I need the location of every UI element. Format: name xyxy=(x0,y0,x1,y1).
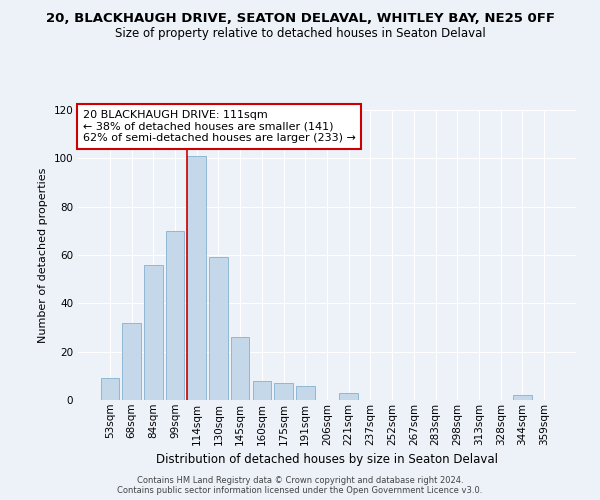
Bar xyxy=(274,383,293,400)
Bar xyxy=(513,395,532,400)
Y-axis label: Number of detached properties: Number of detached properties xyxy=(38,168,48,342)
Bar xyxy=(340,393,358,400)
Bar xyxy=(101,378,119,400)
Text: 20 BLACKHAUGH DRIVE: 111sqm
← 38% of detached houses are smaller (141)
62% of se: 20 BLACKHAUGH DRIVE: 111sqm ← 38% of det… xyxy=(83,110,356,143)
X-axis label: Distribution of detached houses by size in Seaton Delaval: Distribution of detached houses by size … xyxy=(156,453,498,466)
Bar xyxy=(209,258,227,400)
Text: Size of property relative to detached houses in Seaton Delaval: Size of property relative to detached ho… xyxy=(115,28,485,40)
Bar xyxy=(253,380,271,400)
Bar xyxy=(122,322,141,400)
Text: 20, BLACKHAUGH DRIVE, SEATON DELAVAL, WHITLEY BAY, NE25 0FF: 20, BLACKHAUGH DRIVE, SEATON DELAVAL, WH… xyxy=(46,12,554,26)
Bar xyxy=(296,386,314,400)
Bar xyxy=(144,264,163,400)
Text: Contains HM Land Registry data © Crown copyright and database right 2024.
Contai: Contains HM Land Registry data © Crown c… xyxy=(118,476,482,495)
Bar xyxy=(187,156,206,400)
Bar xyxy=(166,231,184,400)
Bar xyxy=(231,337,250,400)
